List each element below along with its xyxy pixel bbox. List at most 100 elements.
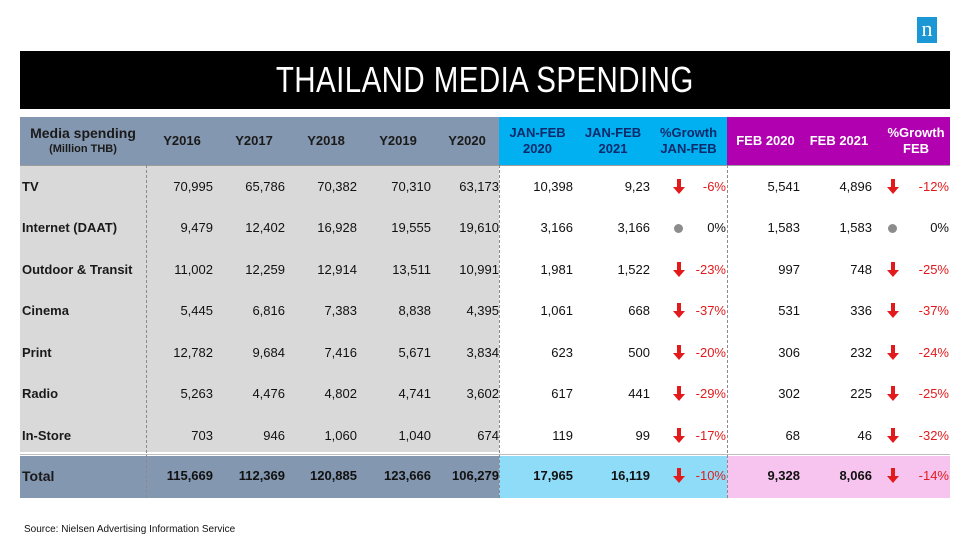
table-row-growth-janfeb-flat-dot-icon — [674, 224, 683, 233]
table-row-y2020: 3,834 — [466, 345, 499, 360]
page-title: THAILAND MEDIA SPENDING — [276, 59, 694, 100]
table-row-f2021: 225 — [850, 386, 872, 401]
table-row-jf2020: 623 — [551, 345, 573, 360]
header-growth-feb-line1: %Growth — [887, 125, 945, 140]
table-row-f2020: 306 — [778, 345, 800, 360]
table-row-label: Radio — [22, 386, 59, 401]
table-row-y2017: 12,402 — [245, 220, 285, 235]
header-y2018: Y2018 — [307, 133, 345, 148]
total-row-jf2020: 17,965 — [533, 468, 573, 483]
header-janfeb-2020: JAN-FEB 2020 — [499, 117, 576, 165]
table-row-y2016: 70,995 — [173, 179, 213, 194]
table-row-f2020: 531 — [778, 303, 800, 318]
table-row-y2018: 7,416 — [324, 345, 357, 360]
total-row-growth-janfeb-down-arrow-icon — [673, 468, 685, 483]
table-row-y2020: 10,991 — [459, 262, 499, 277]
table-row-y2018: 7,383 — [324, 303, 357, 318]
table-row-f2020: 1,583 — [767, 220, 800, 235]
table-row-y2016: 5,445 — [180, 303, 213, 318]
header-media-label: Media spending — [30, 125, 136, 141]
header-divider — [20, 165, 950, 166]
total-pink-band — [727, 456, 950, 498]
total-row-y2016: 115,669 — [166, 468, 213, 483]
table-row-growth-feb: -32% — [918, 428, 949, 443]
table-row-growth-feb: -24% — [918, 345, 949, 360]
header-y2020: Y2020 — [448, 133, 486, 148]
header-growth-janfeb-line2: JAN-FEB — [660, 141, 717, 156]
header-growth-janfeb-line1: %Growth — [659, 125, 718, 140]
table-row-jf2021: 3,166 — [617, 220, 650, 235]
table-row-y2016: 11,002 — [174, 262, 213, 277]
header-blue-band — [499, 117, 727, 165]
table-row-y2017: 65,786 — [245, 179, 285, 194]
table-row-jf2020: 1,061 — [540, 303, 573, 318]
body-gray-band — [20, 165, 499, 452]
table-row-y2016: 9,479 — [180, 220, 213, 235]
table-row-jf2021: 668 — [628, 303, 650, 318]
table-row-jf2021: 99 — [635, 428, 650, 443]
table-row-y2018: 70,382 — [317, 179, 357, 194]
table-row-jf2021: 1,522 — [617, 262, 650, 277]
header-growth-janfeb: %Growth JAN-FEB — [650, 117, 727, 165]
title-bar: THAILAND MEDIA SPENDING — [20, 51, 950, 109]
table-row-f2021: 1,583 — [839, 220, 872, 235]
table-row-jf2020: 1,981 — [540, 262, 573, 277]
source-note: Source: Nielsen Advertising Information … — [24, 524, 236, 535]
table-row-jf2020: 119 — [552, 428, 573, 443]
header-janfeb-2021-line1: JAN-FEB — [584, 125, 642, 140]
table-row-growth-feb-down-arrow-icon — [887, 179, 899, 194]
table-row-f2021: 4,896 — [839, 179, 872, 194]
table-row-y2016: 703 — [191, 428, 213, 443]
table-row-y2020: 4,395 — [466, 303, 499, 318]
table-row-growth-feb-down-arrow-icon — [887, 303, 899, 318]
table-row-growth-janfeb-down-arrow-icon — [673, 303, 685, 318]
table-row-y2020: 63,173 — [459, 179, 499, 194]
table-row-growth-janfeb: -29% — [695, 386, 726, 401]
table-row-growth-janfeb-down-arrow-icon — [673, 262, 685, 277]
table-row-y2018: 16,928 — [317, 220, 357, 235]
header-feb-2020: FEB 2020 — [736, 133, 795, 148]
header-y2019: Y2019 — [379, 133, 417, 148]
table-row-jf2020: 617 — [551, 386, 573, 401]
table-row-jf2020: 10,398 — [533, 179, 573, 194]
table-row-y2018: 4,802 — [324, 386, 357, 401]
column-divider-gray-blue — [499, 165, 500, 498]
total-row-growth-feb-down-arrow-icon — [887, 468, 899, 483]
total-divider — [20, 454, 950, 455]
total-row-jf2021: 16,119 — [610, 468, 650, 483]
total-row-growth-janfeb: -10% — [695, 468, 726, 483]
header-media-sub: (Million THB) — [49, 143, 117, 155]
table-row-y2016: 5,263 — [180, 386, 213, 401]
table-row-growth-janfeb: -20% — [695, 345, 726, 360]
table-row-y2019: 4,741 — [398, 386, 431, 401]
header-growth-feb-line2: FEB — [903, 141, 929, 156]
table-row-growth-feb: -12% — [918, 179, 949, 194]
table-row-jf2020: 3,166 — [540, 220, 573, 235]
table-row-f2020: 5,541 — [767, 179, 800, 194]
header-growth-feb: %Growth FEB — [874, 117, 950, 165]
total-row-growth-feb: -14% — [918, 468, 949, 483]
total-row-f2020: 9,328 — [767, 468, 800, 483]
header-y2016: Y2016 — [163, 133, 201, 148]
total-row-y2019: 123,666 — [384, 468, 431, 483]
nielsen-logo: n — [917, 17, 937, 43]
total-row-y2018: 120,885 — [310, 468, 357, 483]
table-row-growth-janfeb-down-arrow-icon — [673, 386, 685, 401]
table-row-y2019: 8,838 — [398, 303, 431, 318]
total-row-y2017: 112,369 — [238, 468, 285, 483]
table-row-y2017: 9,684 — [252, 345, 285, 360]
table-row-y2016: 12,782 — [173, 345, 213, 360]
table-row-growth-feb-down-arrow-icon — [887, 262, 899, 277]
header-janfeb-2021: JAN-FEB 2021 — [576, 117, 650, 165]
table-row-y2017: 946 — [263, 428, 285, 443]
header-magenta-band — [727, 117, 950, 165]
table-row-y2017: 4,476 — [252, 386, 285, 401]
table-row-y2020: 674 — [477, 428, 499, 443]
table-row-label: In-Store — [22, 428, 72, 443]
table-row-f2021: 46 — [857, 428, 872, 443]
table-row-y2020: 3,602 — [466, 386, 499, 401]
table-row-y2019: 1,040 — [398, 428, 431, 443]
table-row-label: Print — [22, 345, 52, 360]
total-row-y2020: 106,279 — [452, 468, 499, 483]
table-row-growth-feb: -37% — [918, 303, 949, 318]
